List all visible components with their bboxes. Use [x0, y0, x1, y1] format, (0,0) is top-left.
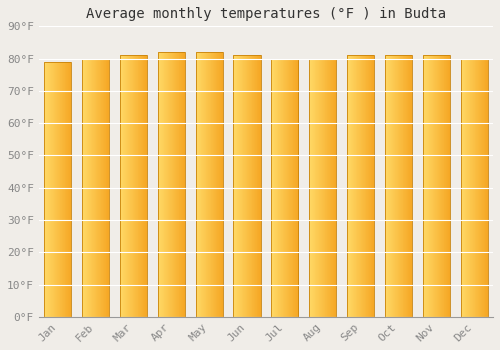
Bar — [44, 62, 72, 317]
Bar — [82, 58, 109, 317]
Bar — [120, 55, 147, 317]
Bar — [158, 52, 185, 317]
Bar — [271, 58, 298, 317]
Bar — [196, 52, 223, 317]
Bar — [347, 55, 374, 317]
Bar — [460, 58, 488, 317]
Title: Average monthly temperatures (°F ) in Budta: Average monthly temperatures (°F ) in Bu… — [86, 7, 446, 21]
Bar — [309, 58, 336, 317]
Bar — [422, 55, 450, 317]
Bar — [385, 55, 412, 317]
Bar — [234, 55, 260, 317]
